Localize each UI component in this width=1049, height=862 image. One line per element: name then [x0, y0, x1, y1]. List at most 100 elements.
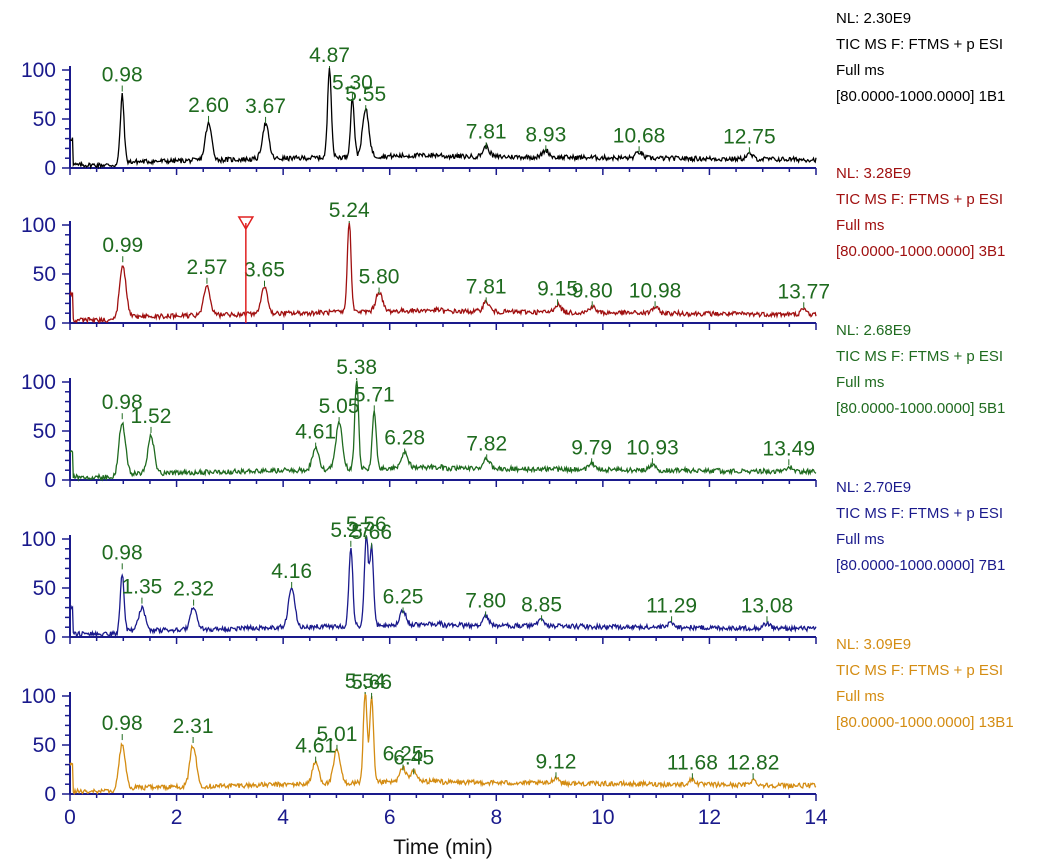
marker-triangle-icon	[237, 216, 255, 231]
peak-label: 1.52	[131, 405, 172, 428]
x-tick-label: 4	[277, 806, 289, 829]
peak-label: 11.29	[646, 594, 697, 617]
peak-label: 4.16	[271, 560, 312, 583]
info-line: [80.0000-1000.0000] 13B1	[836, 714, 1014, 731]
peak-label: 0.99	[102, 234, 143, 257]
peak-label: 5.66	[351, 671, 392, 694]
peak-label: 3.67	[245, 95, 286, 118]
peak-label: 5.24	[329, 199, 370, 222]
peak-label: 0.98	[102, 541, 143, 564]
peak-label: 11.68	[667, 751, 718, 774]
peak-label: 12.75	[723, 125, 776, 148]
peak-label: 1.35	[121, 576, 162, 599]
panel-info-3b1: NL: 3.28E9 TIC MS F: FTMS + p ESI Full m…	[836, 161, 1005, 265]
peak-label: 9.12	[536, 750, 577, 773]
y-tick-label: 0	[44, 626, 56, 649]
y-tick-label: 50	[33, 577, 56, 600]
info-line: NL: 3.28E9	[836, 165, 912, 182]
y-tick-label: 0	[44, 783, 56, 806]
peak-label: 13.77	[777, 280, 830, 303]
y-tick-label: 50	[33, 108, 56, 131]
peak-label: 9.80	[572, 279, 613, 302]
series-trace-1b1	[69, 67, 817, 170]
y-tick-label: 50	[33, 420, 56, 443]
series-trace-3b1	[69, 222, 817, 324]
peak-label: 5.05	[319, 395, 360, 418]
y-tick-label: 100	[21, 371, 56, 394]
info-line: Full ms	[836, 217, 885, 234]
peak-label: 5.71	[354, 383, 395, 406]
peak-label: 5.54	[345, 670, 386, 693]
peak-label: 5.66	[351, 521, 392, 544]
y-tick-label: 100	[21, 528, 56, 551]
peak-label: 5.01	[317, 723, 358, 746]
panel-info-7b1: NL: 2.70E9 TIC MS F: FTMS + p ESI Full m…	[836, 475, 1005, 579]
peak-label: 0.98	[102, 712, 143, 735]
y-tick-label: 0	[44, 157, 56, 180]
peak-label: 6.25	[383, 742, 424, 765]
peak-label: 4.61	[295, 735, 336, 758]
panel-info-1b1: NL: 2.30E9 TIC MS F: FTMS + p ESI Full m…	[836, 6, 1005, 110]
peak-label: 5.30	[332, 71, 373, 94]
peak-label: 8.93	[525, 123, 566, 146]
panel-info-5b1: NL: 2.68E9 TIC MS F: FTMS + p ESI Full m…	[836, 318, 1005, 422]
peak-label: 10.68	[613, 124, 666, 147]
peak-label: 3.65	[244, 259, 285, 282]
peak-label: 9.79	[571, 436, 612, 459]
peak-label: 5.56	[346, 513, 387, 536]
x-tick-label: 2	[171, 806, 183, 829]
peak-label: 13.49	[763, 437, 816, 460]
y-tick-label: 0	[44, 469, 56, 492]
y-tick-label: 50	[33, 263, 56, 286]
info-line: NL: 2.70E9	[836, 479, 912, 496]
info-line: NL: 2.68E9	[836, 322, 912, 339]
peak-label: 4.61	[295, 421, 336, 444]
peak-label: 0.98	[102, 391, 143, 414]
peak-label: 6.25	[383, 585, 424, 608]
info-line: TIC MS F: FTMS + p ESI	[836, 191, 1004, 208]
series-trace-13b1	[69, 691, 817, 796]
info-line: Full ms	[836, 688, 885, 705]
peak-label: 0.98	[102, 64, 143, 87]
peak-label: 6.28	[384, 426, 425, 449]
info-line: Full ms	[836, 531, 885, 548]
y-tick-label: 100	[21, 214, 56, 237]
info-line: [80.0000-1000.0000] 1B1	[836, 88, 1006, 105]
peak-label: 2.57	[187, 256, 228, 279]
peak-label: 5.80	[359, 266, 400, 289]
peak-label: 10.98	[629, 279, 682, 302]
y-tick-label: 100	[21, 59, 56, 82]
info-line: [80.0000-1000.0000] 3B1	[836, 243, 1006, 260]
panel-info-13b1: NL: 3.09E9 TIC MS F: FTMS + p ESI Full m…	[836, 632, 1014, 736]
series-trace-5b1	[69, 380, 817, 482]
peak-label: 7.82	[466, 432, 507, 455]
peak-label: 2.60	[188, 94, 229, 117]
peak-label: 2.32	[173, 578, 214, 601]
info-line: TIC MS F: FTMS + p ESI	[836, 505, 1004, 522]
info-line: [80.0000-1000.0000] 7B1	[836, 557, 1006, 574]
info-line: [80.0000-1000.0000] 5B1	[836, 400, 1006, 417]
peak-label: 7.81	[466, 275, 507, 298]
series-trace-7b1	[69, 536, 817, 639]
x-tick-label: 14	[804, 806, 828, 829]
x-tick-label: 0	[64, 806, 76, 829]
info-line: Full ms	[836, 62, 885, 79]
peak-label: 12.82	[727, 751, 780, 774]
peak-label: 5.38	[336, 356, 377, 379]
info-line: TIC MS F: FTMS + p ESI	[836, 36, 1004, 53]
peak-label: 5.55	[345, 83, 386, 106]
peak-label: 8.85	[521, 593, 562, 616]
x-axis-title: Time (min)	[393, 836, 493, 859]
x-tick-label: 10	[591, 806, 614, 829]
peak-label: 10.93	[626, 436, 679, 459]
x-tick-label: 12	[698, 806, 721, 829]
peak-label: 4.87	[309, 44, 350, 67]
x-tick-label: 6	[384, 806, 396, 829]
info-line: TIC MS F: FTMS + p ESI	[836, 662, 1004, 679]
info-line: Full ms	[836, 374, 885, 391]
x-tick-label: 8	[490, 806, 502, 829]
peak-label: 13.08	[741, 594, 794, 617]
peak-label: 7.80	[465, 589, 506, 612]
